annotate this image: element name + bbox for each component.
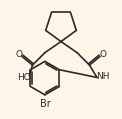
Text: Br: Br: [40, 99, 50, 109]
Text: HO: HO: [17, 73, 31, 82]
Text: O: O: [100, 50, 107, 59]
Text: O: O: [15, 50, 22, 59]
Text: NH: NH: [96, 72, 109, 81]
